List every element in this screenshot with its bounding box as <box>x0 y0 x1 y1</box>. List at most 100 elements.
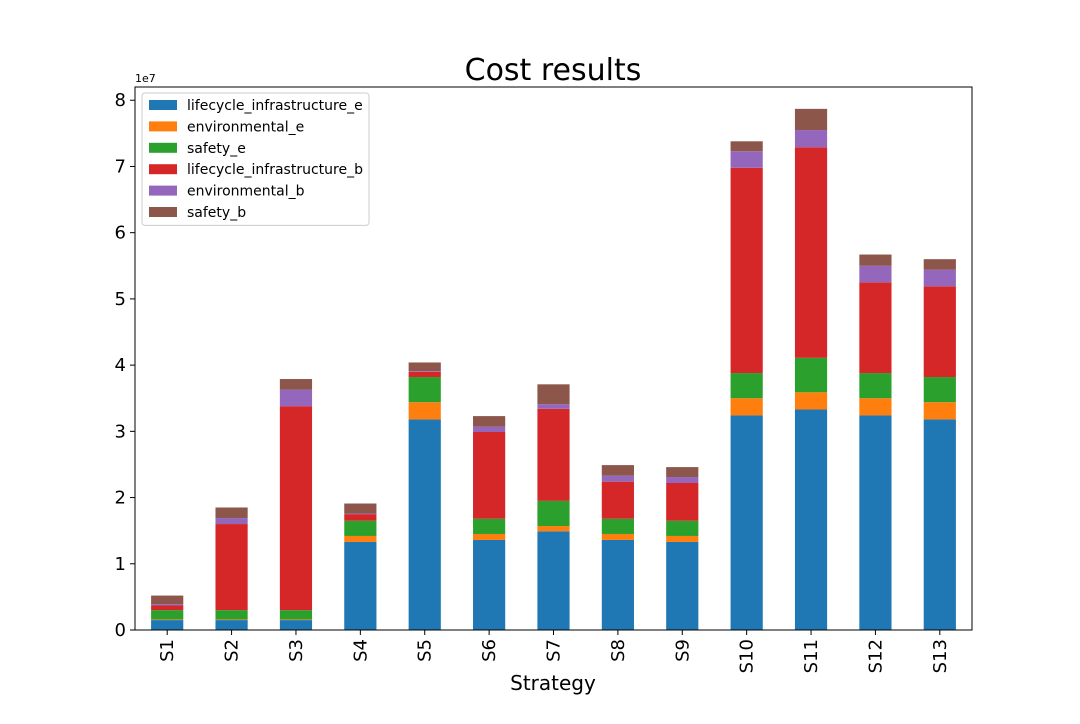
bar-S5-environmental_e <box>408 402 441 420</box>
bar-S12-safety_e <box>859 373 892 399</box>
bar-S12-lifecycle_infrastructure_b <box>859 282 892 374</box>
bar-S8-lifecycle_infrastructure_e <box>601 539 634 630</box>
bar-S1-lifecycle_infrastructure_e <box>151 620 184 630</box>
bar-S10-safety_b <box>730 141 763 152</box>
legend-label-safety_e: safety_e <box>187 141 246 157</box>
bar-S4-safety_e <box>344 520 377 536</box>
legend-label-environmental_b: environmental_b <box>187 184 305 200</box>
bar-S11-lifecycle_infrastructure_e <box>794 409 828 630</box>
bar-S3-environmental_e <box>279 619 313 621</box>
bar-S11-safety_b <box>794 108 828 131</box>
legend-label-lifecycle_infrastructure_b: lifecycle_infrastructure_b <box>187 162 363 178</box>
bar-S13-environmental_b <box>923 269 956 287</box>
bar-S5-lifecycle_infrastructure_b <box>408 371 441 378</box>
y-tick-label: 3 <box>115 421 126 442</box>
bar-S4-lifecycle_infrastructure_e <box>344 541 377 630</box>
x-tick-label: S9 <box>672 639 693 662</box>
bar-S8-safety_e <box>601 518 634 534</box>
bar-S10-environmental_b <box>730 151 763 168</box>
bar-S8-safety_b <box>601 465 634 476</box>
y-tick-label: 7 <box>115 156 126 177</box>
bar-S9-lifecycle_infrastructure_e <box>666 541 699 630</box>
bar-S3-environmental_b <box>279 389 313 407</box>
y-tick-label: 1 <box>115 554 126 575</box>
x-tick-label: S7 <box>544 639 565 662</box>
y-tick-label: 4 <box>115 355 126 376</box>
bar-S8-lifecycle_infrastructure_b <box>601 481 634 519</box>
bar-S7-environmental_e <box>537 526 570 532</box>
bar-S11-environmental_b <box>794 130 828 148</box>
bar-S2-safety_e <box>215 610 248 620</box>
bar-S10-safety_e <box>730 373 763 399</box>
x-tick-label: S13 <box>930 639 951 673</box>
legend-swatch-lifecycle_infrastructure_e <box>149 100 177 110</box>
bar-S1-safety_e <box>151 610 184 620</box>
x-tick-label: S11 <box>801 639 822 673</box>
x-tick-label: S6 <box>479 639 500 662</box>
legend-box <box>141 92 370 226</box>
x-tick-label: S2 <box>222 639 243 662</box>
legend-swatch-lifecycle_infrastructure_b <box>149 164 177 175</box>
bar-S2-lifecycle_infrastructure_e <box>215 620 248 630</box>
legend-label-safety_b: safety_b <box>187 205 246 221</box>
chart-title: Cost results <box>465 53 642 88</box>
bar-S12-lifecycle_infrastructure_e <box>859 415 892 630</box>
bar-S7-environmental_b <box>537 404 570 409</box>
bar-S13-lifecycle_infrastructure_e <box>923 419 956 630</box>
bar-S5-lifecycle_infrastructure_e <box>408 419 441 630</box>
bar-S3-safety_e <box>279 610 313 620</box>
x-tick-label: S8 <box>608 639 629 662</box>
legend: lifecycle_infrastructure_e environmental_… <box>141 92 370 226</box>
bar-S6-safety_e <box>473 518 506 534</box>
y-tick-label: 8 <box>115 90 126 111</box>
bar-S1-environmental_b <box>151 604 184 606</box>
bar-S7-lifecycle_infrastructure_e <box>537 531 570 630</box>
bar-S10-lifecycle_infrastructure_b <box>730 167 763 374</box>
bar-S13-environmental_e <box>923 402 956 420</box>
bar-S2-lifecycle_infrastructure_b <box>215 524 248 611</box>
bar-S1-lifecycle_infrastructure_b <box>151 605 184 611</box>
bar-S6-lifecycle_infrastructure_b <box>473 432 506 519</box>
bar-S12-safety_b <box>859 254 892 266</box>
bar-S13-safety_b <box>923 259 956 270</box>
bar-S2-safety_b <box>215 507 248 519</box>
bar-S11-environmental_e <box>794 392 828 410</box>
y-tick-label: 2 <box>115 488 126 509</box>
bar-S13-safety_e <box>923 377 956 403</box>
legend-label-lifecycle_infrastructure_e: lifecycle_infrastructure_e <box>187 98 363 114</box>
bar-S5-safety_e <box>408 377 441 403</box>
bar-S4-lifecycle_infrastructure_b <box>344 514 377 521</box>
bar-S4-environmental_e <box>344 535 377 542</box>
bar-S6-safety_b <box>473 416 506 427</box>
bar-S9-environmental_e <box>666 535 699 542</box>
y-tick-label: 0 <box>115 620 126 641</box>
y-tick-label: 6 <box>115 223 126 244</box>
x-axis-label: Strategy <box>510 671 596 695</box>
bar-S10-environmental_e <box>730 398 763 416</box>
bar-S9-lifecycle_infrastructure_b <box>666 482 699 521</box>
bar-S8-environmental_e <box>601 533 634 540</box>
bar-S3-safety_b <box>279 379 313 390</box>
bar-S1-safety_b <box>151 595 184 605</box>
bar-S11-lifecycle_infrastructure_b <box>794 147 828 358</box>
legend-swatch-safety_b <box>149 207 177 217</box>
bar-S9-safety_e <box>666 520 699 536</box>
bar-S8-environmental_b <box>601 475 634 482</box>
bars-layer <box>151 108 956 630</box>
legend-swatch-environmental_b <box>149 185 177 196</box>
y-axis-offset-label: 1e7 <box>135 72 156 85</box>
bar-S12-environmental_b <box>859 265 892 283</box>
bar-S6-lifecycle_infrastructure_e <box>473 539 506 630</box>
bar-S3-lifecycle_infrastructure_e <box>279 620 313 630</box>
bar-S9-environmental_b <box>666 477 699 483</box>
bar-S4-environmental_b <box>344 513 377 515</box>
bar-S7-safety_e <box>537 500 570 527</box>
x-tick-label: S5 <box>415 639 436 662</box>
axes-layer: 0 1 2 3 4 5 6 7 8 S1 S2 S3 S4 S5 S6 S7 S8 S9 S10 S11 S12 S13 <box>115 86 973 673</box>
bar-S3-lifecycle_infrastructure_b <box>279 406 313 611</box>
bar-S5-safety_b <box>408 362 441 372</box>
x-tick-label: S12 <box>865 639 886 673</box>
bar-S6-environmental_e <box>473 533 506 540</box>
